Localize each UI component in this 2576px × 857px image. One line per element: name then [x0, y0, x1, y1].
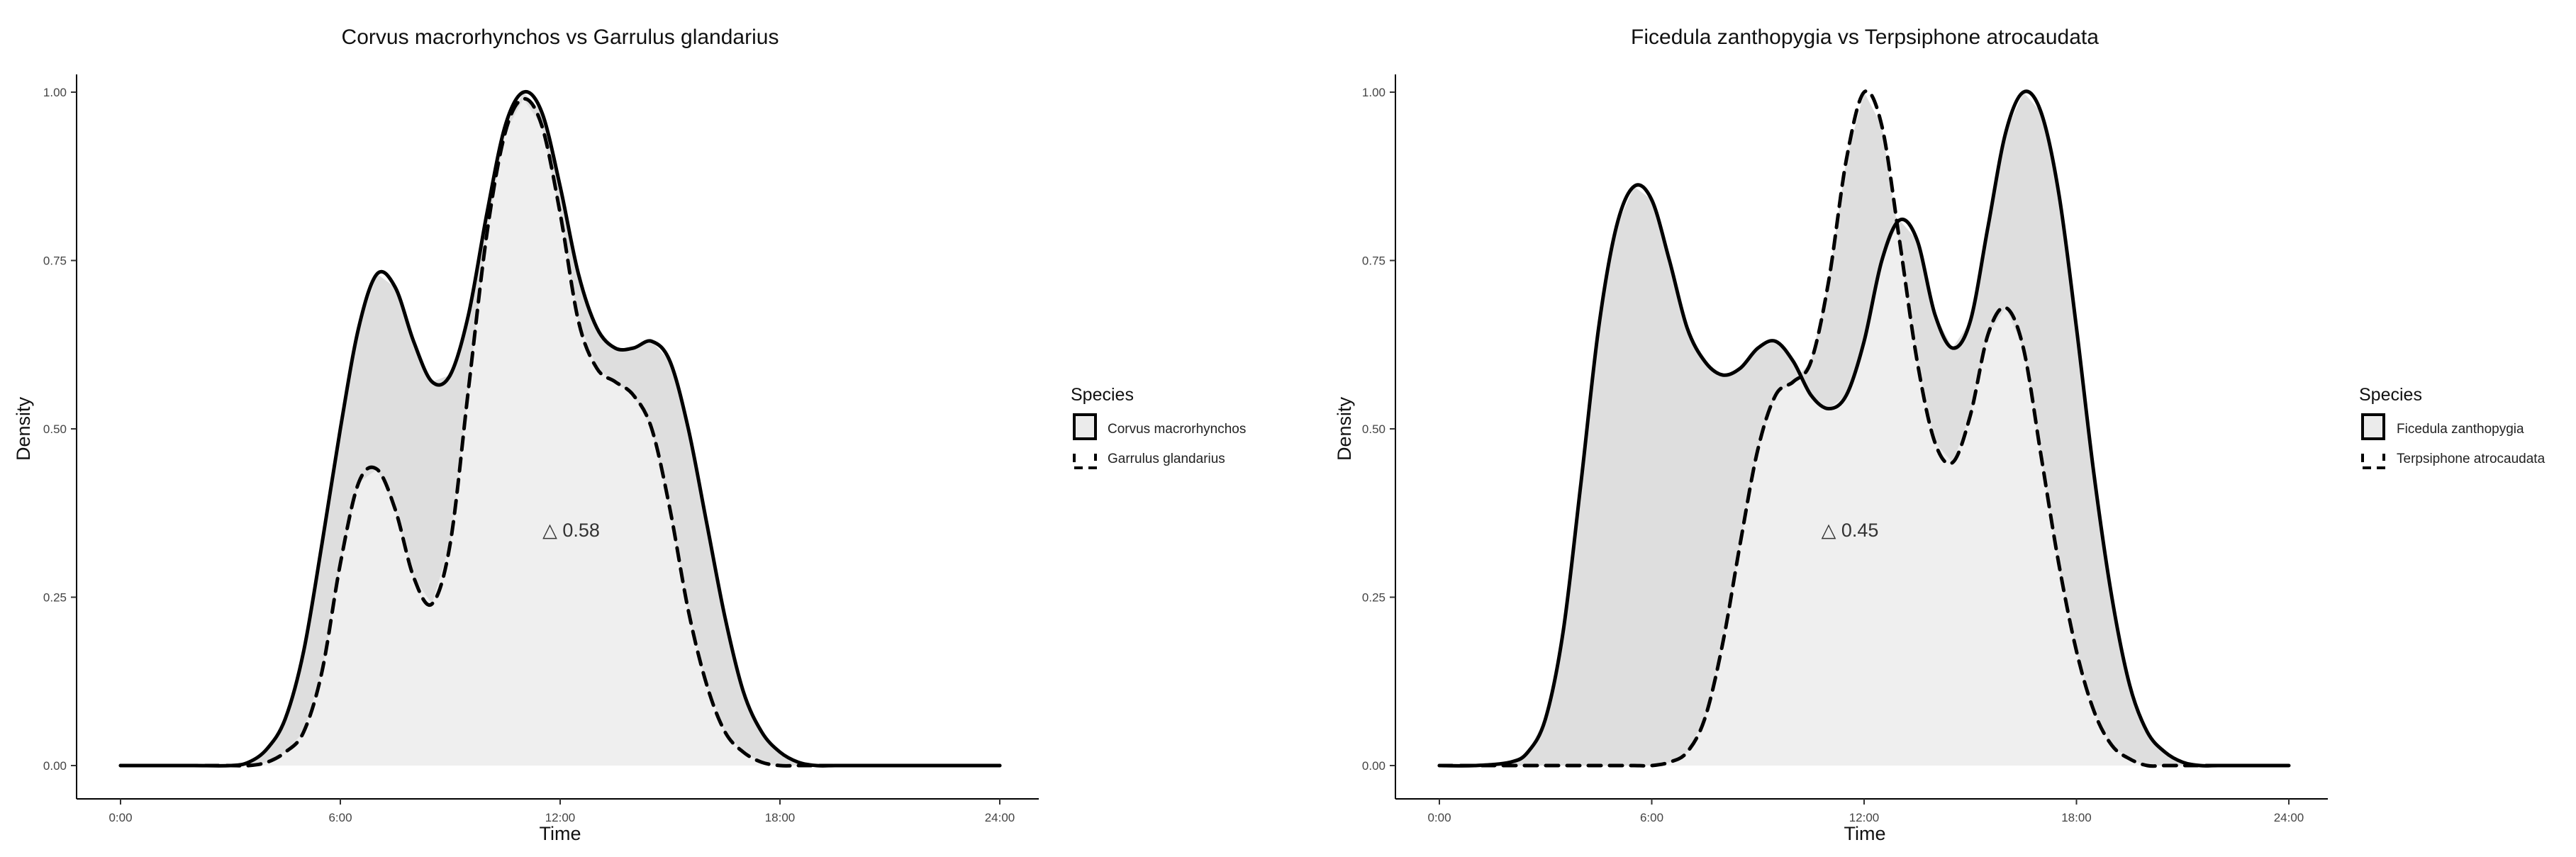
- legend-label-left-2: Garrulus glandarius: [1108, 452, 1225, 466]
- series-line-right-2: [1437, 89, 2291, 768]
- overlap-area-right: [1439, 228, 2289, 766]
- overlap-annotation-left: △ 0.58: [542, 520, 600, 541]
- overlap-annotation-right: △ 0.45: [1822, 520, 1879, 541]
- y-tick-label-right-1: 0.25: [1362, 591, 1385, 605]
- legend-label-left-1: Corvus macrorhynchos: [1108, 422, 1246, 437]
- series-line-left-1: [118, 89, 1002, 768]
- legend-left: Species Corvus macrorhynchos Garrulus gl…: [1071, 385, 1246, 469]
- x-tick-label-right-0: 0:00: [1427, 811, 1451, 824]
- y-tick-label-right-0: 0.00: [1362, 759, 1385, 773]
- x-tick-label-right-3: 18:00: [2061, 811, 2092, 824]
- legend-key-solid-right: [2361, 413, 2385, 440]
- x-axis-title-left: Time: [540, 823, 581, 844]
- x-axis-title-right: Time: [1844, 823, 1886, 844]
- y-tick-label-left-3: 0.75: [43, 254, 67, 268]
- series-line-right-1: [1437, 89, 2291, 768]
- legend-label-right-1: Ficedula zanthopygia: [2397, 422, 2524, 437]
- chart-title-left: Corvus macrorhynchos vs Garrulus glandar…: [342, 26, 779, 49]
- legend-key-dashed-right: [2361, 454, 2385, 469]
- y-tick-label-left-1: 0.25: [43, 591, 67, 605]
- legend-key-dashed-left: [1073, 454, 1097, 469]
- y-axis-title-right: Density: [1334, 396, 1355, 461]
- y-tick-label-right-3: 0.75: [1362, 254, 1385, 268]
- plot-area-right: 0.00 0.25 0.50 0.75 1.00 0:00 6:00 12:00 18:00 24…: [1362, 74, 2328, 824]
- x-tick-label-left-0: 0:00: [108, 811, 132, 824]
- chart-panel-left: Corvus macrorhynchos vs Garrulus glandar…: [13, 26, 1246, 844]
- series-line-left-2: [118, 96, 1002, 768]
- y-tick-label-left-4: 1.00: [43, 86, 67, 99]
- x-tick-label-right-4: 24:00: [2274, 811, 2304, 824]
- legend-label-right-2: Terpsiphone atrocaudata: [2397, 452, 2546, 466]
- y-tick-label-left-0: 0.00: [43, 759, 67, 773]
- x-tick-label-left-2: 12:00: [545, 811, 576, 824]
- chart-panel-right: Ficedula zanthopygia vs Terpsiphone atro…: [1334, 26, 2546, 844]
- y-axis-title-left: Density: [13, 396, 34, 461]
- x-tick-label-left-4: 24:00: [985, 811, 1015, 824]
- y-tick-label-right-2: 0.50: [1362, 422, 1385, 436]
- overlap-area-left: [121, 99, 1000, 766]
- x-tick-label-left-1: 6:00: [328, 811, 352, 824]
- y-tick-label-left-2: 0.50: [43, 422, 67, 436]
- plot-area-left: 0.00 0.25 0.50 0.75 1.00 0:00 6:00 12:00 18:00 24…: [43, 74, 1039, 824]
- chart-title-right: Ficedula zanthopygia vs Terpsiphone atro…: [1631, 26, 2099, 49]
- legend-right: Species Ficedula zanthopygia Terpsiphone…: [2359, 385, 2546, 469]
- x-tick-label-right-2: 12:00: [1849, 811, 1880, 824]
- legend-key-solid-left: [1073, 413, 1097, 440]
- legend-title-left: Species: [1071, 385, 1134, 405]
- x-tick-label-left-3: 18:00: [765, 811, 796, 824]
- y-tick-label-right-4: 1.00: [1362, 86, 1385, 99]
- legend-title-right: Species: [2359, 385, 2422, 405]
- x-tick-label-right-1: 6:00: [1640, 811, 1663, 824]
